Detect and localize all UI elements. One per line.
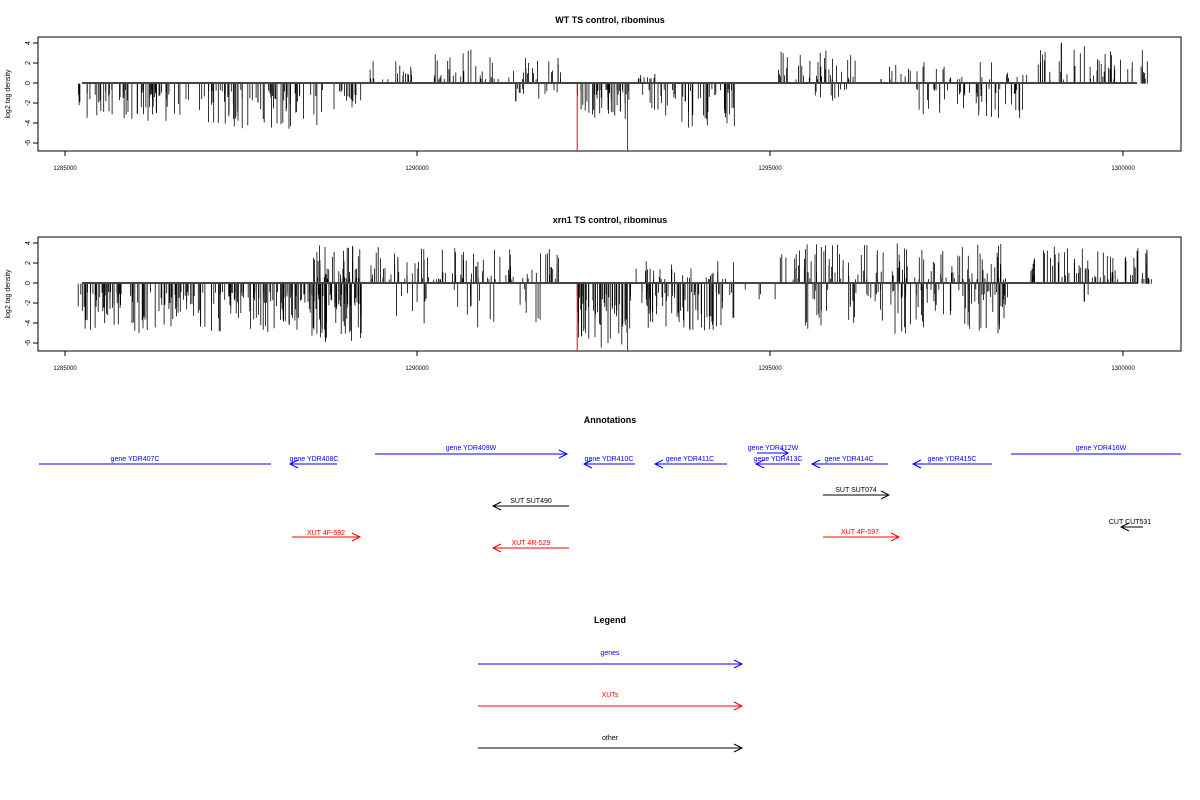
annotation-label: SUT SUT074: [835, 487, 877, 494]
density-bars: [77, 243, 1152, 351]
arrow-right-icon: [880, 490, 891, 500]
arrow-right-icon: [780, 448, 790, 458]
arrow-right-icon: [558, 449, 569, 459]
annotation-label: gene YDR408C: [290, 456, 339, 463]
y-tick-label: 4: [25, 241, 32, 245]
y-tick-label: -2: [25, 100, 32, 106]
annotation-gene-ydr414c: gene YDR414C: [810, 456, 888, 469]
annotation-xut-4f-592: XUT 4F-592: [292, 530, 362, 542]
annotation-label: SUT SUT490: [510, 498, 552, 505]
y-tick-label: -4: [25, 320, 32, 326]
annotation-gene-ydr409w: gene YDR409W: [375, 445, 569, 459]
arrow-right-icon: [733, 701, 744, 711]
legend-item-genes: genes: [478, 650, 744, 669]
annotation-label: gene YDR416W: [1076, 445, 1127, 452]
arrow-right-icon: [890, 532, 901, 542]
x-axis: 1285000 1290000 1295000 1300000: [53, 351, 1135, 372]
plot-frame: [37, 236, 1182, 352]
x-tick-label: 1295000: [758, 366, 782, 372]
annotation-label: gene YDR411C: [666, 456, 714, 463]
y-tick-label: 2: [25, 61, 32, 65]
y-tick-label: -4: [25, 120, 32, 126]
annotation-label: gene YDR413C: [754, 456, 803, 463]
annotation-label: XUT 4R-529: [512, 540, 551, 547]
arrow-left-icon: [582, 459, 593, 469]
x-tick-label: 1300000: [1111, 166, 1135, 172]
arrow-left-icon: [491, 501, 502, 511]
annotation-label: XUT 4F-592: [307, 530, 345, 537]
x-tick-label: 1285000: [53, 366, 77, 372]
legend-label: other: [602, 735, 619, 742]
arrow-right-icon: [733, 743, 744, 753]
x-axis: 1285000 1290000 1295000 1300000: [53, 151, 1135, 172]
annotation-gene-ydr416w: gene YDR416W: [1011, 445, 1181, 455]
y-axis-label: log2 tag density: [5, 69, 12, 119]
x-tick-label: 1285000: [53, 166, 77, 172]
annotation-gene-ydr411c: gene YDR411C: [653, 456, 727, 469]
annotation-label: gene YDR409W: [446, 445, 497, 452]
legend-label: genes: [600, 650, 620, 657]
annotation-cut531: CUT CUT531: [1109, 519, 1151, 532]
legend-item-other: other: [478, 735, 744, 753]
plot-frame: [37, 36, 1182, 152]
annotation-gene-ydr415c: gene YDR415C: [911, 456, 992, 469]
annotation-gene-ydr407c: gene YDR407C: [39, 456, 271, 465]
annotation-label: gene YDR412W: [748, 445, 799, 452]
annotation-sut490: SUT SUT490: [491, 498, 569, 511]
annotations-title: Annotations: [584, 415, 637, 425]
arrow-left-icon: [911, 459, 922, 469]
annotation-label: gene YDR410C: [585, 456, 634, 463]
arrow-left-icon: [1119, 522, 1130, 532]
annotation-gene-ydr412w: gene YDR412W: [748, 445, 799, 458]
annotation-label: gene YDR407C: [111, 456, 160, 463]
arrow-right-icon: [351, 532, 362, 542]
y-tick-label: -6: [25, 340, 32, 346]
y-tick-label: 0: [25, 281, 32, 285]
annotation-label: CUT CUT531: [1109, 519, 1151, 526]
legend-label: XUTs: [602, 692, 619, 699]
arrow-left-icon: [491, 543, 502, 553]
y-tick-label: 2: [25, 261, 32, 265]
arrow-left-icon: [653, 459, 664, 469]
density-bars: [78, 42, 1148, 151]
annotation-label: XUT 4F-597: [841, 529, 879, 536]
annotation-xut-4f-597: XUT 4F-597: [823, 529, 901, 542]
x-tick-label: 1290000: [405, 166, 429, 172]
annotations-section: Annotations gene YDR407C gene YDR408C ge…: [39, 415, 1181, 553]
legend-item-xuts: XUTs: [478, 692, 744, 711]
annotation-sut074: SUT SUT074: [823, 487, 891, 500]
annotation-gene-ydr413c: gene YDR413C: [754, 456, 803, 469]
panel-title: xrn1 TS control, ribominus: [553, 215, 668, 225]
y-tick-label: -2: [25, 300, 32, 306]
y-axis-label: log2 tag density: [5, 269, 12, 319]
arrow-left-icon: [754, 459, 765, 469]
x-tick-label: 1295000: [758, 166, 782, 172]
y-tick-label: -6: [25, 140, 32, 146]
arrow-left-icon: [288, 459, 299, 469]
annotation-gene-ydr410c: gene YDR410C: [582, 456, 635, 469]
x-tick-label: 1300000: [1111, 366, 1135, 372]
x-tick-label: 1290000: [405, 366, 429, 372]
y-axis: 4 2 0 -2 -4 -6: [25, 41, 38, 146]
arrow-left-icon: [810, 459, 821, 469]
panel-title: WT TS control, ribominus: [555, 15, 665, 25]
y-tick-label: 4: [25, 41, 32, 45]
annotation-gene-ydr408c: gene YDR408C: [288, 456, 339, 469]
arrow-right-icon: [733, 659, 744, 669]
y-tick-label: 0: [25, 81, 32, 85]
panel-wt: WT TS control, ribominus log2 tag densit…: [5, 15, 1182, 172]
panel-xrn1: xrn1 TS control, ribominus log2 tag dens…: [5, 215, 1182, 372]
annotation-xut-4r-529: XUT 4R-529: [491, 540, 569, 553]
legend-title: Legend: [594, 615, 626, 625]
annotation-label: gene YDR415C: [928, 456, 977, 463]
y-axis: 4 2 0 -2 -4 -6: [25, 241, 38, 346]
legend: Legend genes XUTs other: [478, 615, 744, 753]
annotation-label: gene YDR414C: [825, 456, 874, 463]
